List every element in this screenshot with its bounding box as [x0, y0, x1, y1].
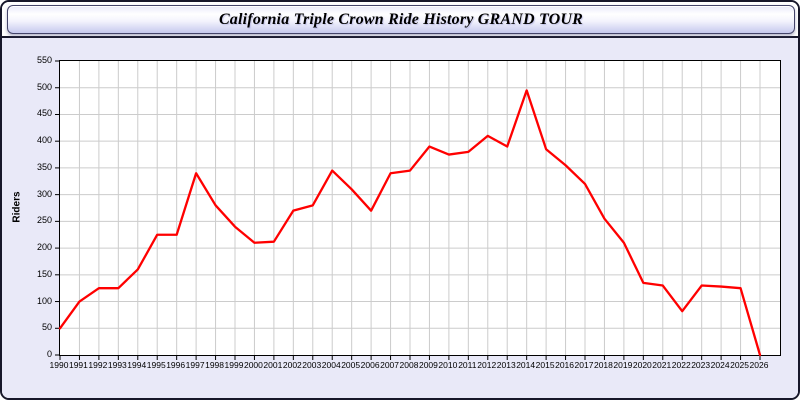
x-tick-label: 1993	[107, 360, 127, 370]
x-tick-label: 2008	[399, 360, 419, 370]
x-tick-label: 1994	[127, 360, 147, 370]
x-tick-label: 2006	[360, 360, 380, 370]
y-tick-label: 500	[36, 81, 52, 92]
y-tick-label: 250	[36, 215, 52, 226]
x-tick-label: 2026	[749, 360, 769, 370]
x-tick-label: 2015	[535, 360, 555, 370]
x-tick-label: 2013	[496, 360, 516, 370]
chart-region: Riders 0 50 100 150 200 250 300 350 400 450 500 550…	[2, 38, 798, 398]
x-tick-label: 2010	[438, 360, 458, 370]
gridlines	[60, 61, 780, 355]
x-tick-label: 2018	[593, 360, 613, 370]
x-tick-label: 1990	[49, 360, 69, 370]
x-tick-label: 2020	[632, 360, 652, 370]
x-tick-label: 2005	[341, 360, 361, 370]
y-tick-label: 150	[36, 268, 52, 279]
x-tick-label: 2001	[263, 360, 283, 370]
x-tick-label: 2007	[380, 360, 400, 370]
plot-area	[55, 60, 781, 360]
x-tick-label: 1992	[88, 360, 108, 370]
y-tick-label: 550	[36, 55, 52, 65]
x-tick-label: 2002	[282, 360, 302, 370]
x-tick-label: 2016	[555, 360, 575, 370]
x-tick-label: 1995	[146, 360, 166, 370]
x-tick-label: 2009	[418, 360, 438, 370]
y-tick-label: 400	[36, 135, 52, 146]
x-tick-label: 2019	[613, 360, 633, 370]
x-tick-label: 2022	[671, 360, 691, 370]
x-tick-label: 1991	[68, 360, 88, 370]
x-tick-label: 1998	[205, 360, 225, 370]
y-tick-label: 50	[41, 322, 52, 333]
x-tick-label: 2025	[730, 360, 750, 370]
x-tick-label: 1999	[224, 360, 244, 370]
x-tick-label: 2003	[302, 360, 322, 370]
y-tick-label: 300	[36, 188, 52, 199]
y-tick-label: 0	[46, 349, 52, 359]
x-tick-label: 2014	[516, 360, 536, 370]
x-tick-label: 2021	[652, 360, 672, 370]
chart-title: California Triple Crown Ride History GRA…	[218, 10, 584, 28]
y-tick-label: 350	[36, 161, 52, 172]
title-bar: California Triple Crown Ride History GRA…	[7, 5, 795, 34]
axis-tick-marks	[55, 60, 761, 360]
x-tick-label: 2004	[321, 360, 341, 370]
x-tick-label: 1996	[166, 360, 186, 370]
x-tick-label: 2011	[458, 360, 477, 370]
x-tick-label: 2024	[710, 360, 730, 370]
y-tick-label: 200	[36, 242, 52, 253]
x-tick-label: 2012	[477, 360, 497, 370]
x-tick-label: 2017	[574, 360, 594, 370]
x-tick-label: 2000	[243, 360, 263, 370]
chart-canvas	[55, 60, 780, 360]
y-tick-label: 450	[36, 108, 52, 119]
x-tick-label: 2023	[691, 360, 711, 370]
window-header: California Triple Crown Ride History GRA…	[2, 2, 798, 38]
x-tick-label: 1997	[185, 360, 205, 370]
y-tick-label: 100	[36, 295, 52, 306]
riders-data-line	[58, 89, 762, 357]
